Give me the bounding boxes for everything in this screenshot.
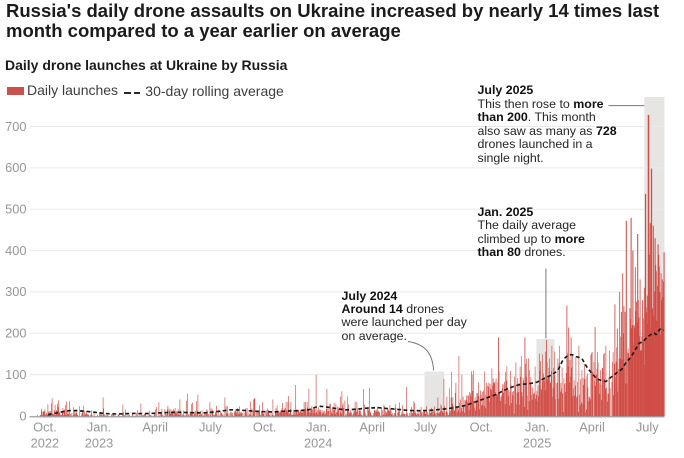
svg-text:0: 0 [19,408,26,423]
svg-text:500: 500 [5,202,26,217]
svg-text:Oct.: Oct. [33,420,56,435]
svg-text:July: July [414,420,437,435]
svg-text:300: 300 [5,284,26,299]
svg-text:April: April [579,420,605,435]
svg-text:2024: 2024 [304,436,332,451]
svg-text:April: April [359,420,385,435]
svg-text:Oct.: Oct. [470,420,493,435]
svg-text:July: July [636,420,659,435]
svg-text:April: April [142,420,168,435]
svg-text:Jan.: Jan. [87,420,111,435]
svg-text:2022: 2022 [31,436,59,451]
svg-text:100: 100 [5,367,26,382]
svg-text:July: July [199,420,222,435]
svg-text:600: 600 [5,160,26,175]
svg-text:2025: 2025 [523,436,551,451]
svg-text:200: 200 [5,326,26,341]
svg-text:Jan.: Jan. [525,420,549,435]
svg-text:2023: 2023 [85,436,113,451]
svg-text:700: 700 [5,119,26,134]
svg-text:Oct.: Oct. [253,420,276,435]
svg-text:400: 400 [5,243,26,258]
svg-text:Jan.: Jan. [306,420,330,435]
